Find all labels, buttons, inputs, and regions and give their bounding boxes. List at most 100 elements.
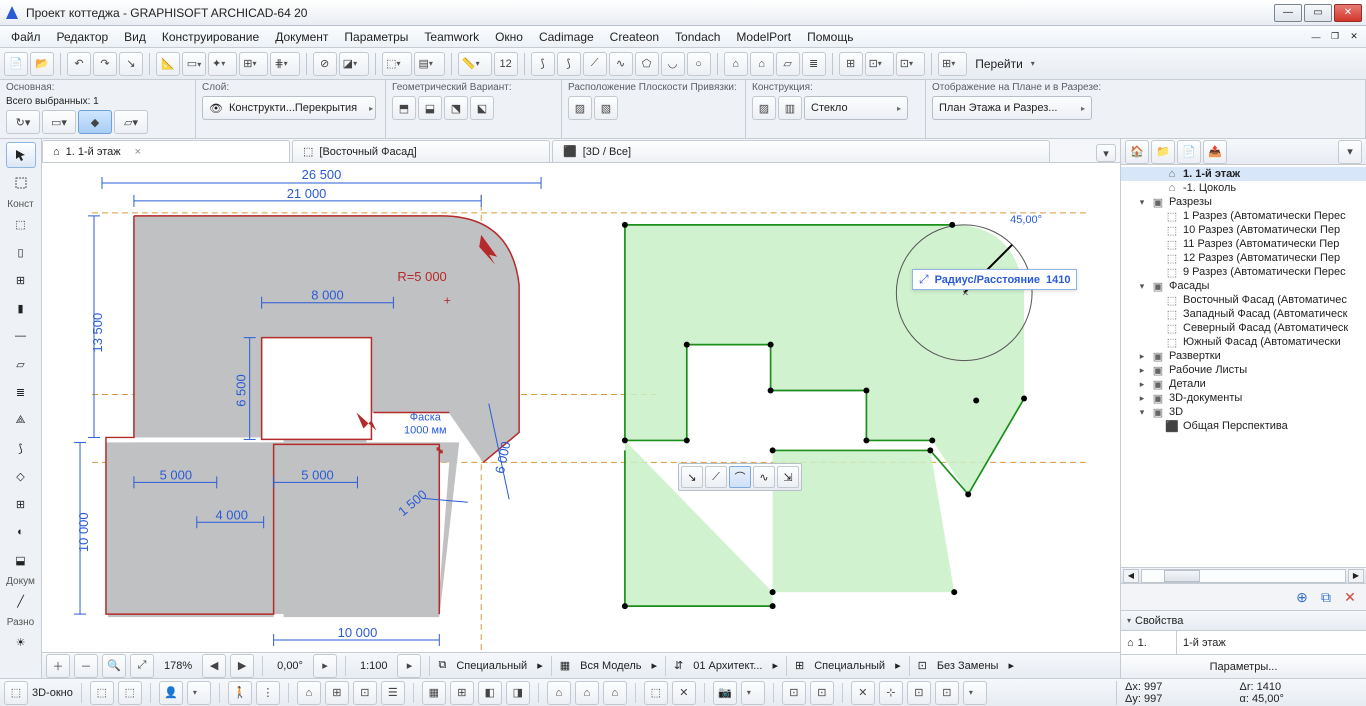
new-button[interactable]: 📄 <box>4 52 28 76</box>
window-close-button[interactable]: ✕ <box>1334 4 1362 22</box>
trace-button[interactable]: ◪▾ <box>339 52 369 76</box>
pick-button[interactable]: ↘ <box>119 52 143 76</box>
tree-row-2[interactable]: ▾▣Разрезы <box>1121 195 1366 209</box>
display-select[interactable]: План Этажа и Разрез...▸ <box>932 96 1092 120</box>
sel-type-button[interactable]: ◆ <box>78 110 112 134</box>
sb-cam2[interactable]: ▾ <box>741 681 765 705</box>
sb-15[interactable]: ⌂ <box>547 681 571 705</box>
scale-menu[interactable]: ▸ <box>397 654 421 678</box>
orientation-value[interactable]: 0,00° <box>271 658 309 674</box>
sb-18[interactable]: ⬚ <box>644 681 668 705</box>
window-tool[interactable]: ⊞ <box>6 267 36 293</box>
pet-curve-edge[interactable]: ⌒ <box>729 466 751 488</box>
menu-tondach[interactable]: Tondach <box>668 28 727 46</box>
doc-close-button[interactable]: ✕ <box>1346 30 1362 44</box>
stair-tool[interactable]: ≣ <box>6 379 36 405</box>
combo-reno[interactable]: Специальный <box>808 658 891 674</box>
view-tab-2[interactable]: ⬛[3D / Все] <box>552 140 1050 162</box>
nav-projmap-button[interactable]: 🏠 <box>1125 140 1149 164</box>
fill-button[interactable]: ⬠ <box>635 52 659 76</box>
tree-expand-icon[interactable]: ▸ <box>1137 365 1147 376</box>
menu-редактор[interactable]: Редактор <box>50 28 116 46</box>
layer-button[interactable]: ≣ <box>802 52 826 76</box>
sb-19[interactable]: ✕ <box>672 681 696 705</box>
pet-insert-node[interactable]: ⟋ <box>705 466 727 488</box>
door-tool[interactable]: ▯ <box>6 239 36 265</box>
menu-параметры[interactable]: Параметры <box>337 28 415 46</box>
sel-history-button[interactable]: ↻▾ <box>6 110 40 134</box>
tree-row-9[interactable]: ⬚Восточный Фасад (Автоматичес <box>1121 293 1366 307</box>
fit-button[interactable]: ⤢ <box>130 654 154 678</box>
nav-dup-button[interactable]: ⧉ <box>1316 587 1336 607</box>
sb-3[interactable]: 👤 <box>159 681 183 705</box>
nav-new-button[interactable]: ⊕ <box>1292 587 1312 607</box>
tree-row-12[interactable]: ⬚Южный Фасад (Автоматически <box>1121 335 1366 349</box>
menu-помощь[interactable]: Помощь <box>800 28 860 46</box>
nav-delete-button[interactable]: ✕ <box>1340 587 1360 607</box>
tree-row-11[interactable]: ⬚Северный Фасад (Автоматическ <box>1121 321 1366 335</box>
tree-row-7[interactable]: ⬚9 Разрез (Автоматически Перес <box>1121 265 1366 279</box>
doc-restore-button[interactable]: ❐ <box>1327 30 1343 44</box>
dim-button[interactable]: 12 <box>494 52 518 76</box>
scale-value[interactable]: 1:100 <box>354 658 394 674</box>
scroll-left-button[interactable]: ◀ <box>1123 569 1139 583</box>
combo-penset[interactable]: 01 Архитект... <box>687 658 768 674</box>
preview-button[interactable]: ⊡▾ <box>896 52 925 76</box>
menu-вид[interactable]: Вид <box>117 28 153 46</box>
tree-row-5[interactable]: ⬚11 Разрез (Автоматически Пер <box>1121 237 1366 251</box>
morph-tool[interactable]: ◐ <box>6 519 36 545</box>
scroll-right-button[interactable]: ▶ <box>1348 569 1364 583</box>
zoom-in-button[interactable]: ＋ <box>46 654 70 678</box>
nav-menu-button[interactable]: ▾ <box>1338 140 1362 164</box>
tree-row-6[interactable]: ⬚12 Разрез (Автоматически Пер <box>1121 251 1366 265</box>
geom-1-button[interactable]: ⬒ <box>392 96 416 120</box>
menu-документ[interactable]: Документ <box>268 28 335 46</box>
tree-expand-icon[interactable]: ▾ <box>1137 281 1147 292</box>
lamp-tool[interactable]: ☀ <box>6 629 36 655</box>
combo-layercomb[interactable]: Специальный <box>450 658 533 674</box>
window-maximize-button[interactable]: ▭ <box>1304 4 1332 22</box>
goto-label[interactable]: Перейти <box>969 55 1029 73</box>
polyline-button[interactable]: ⟋ <box>583 52 607 76</box>
sb-9[interactable]: ⊡ <box>353 681 377 705</box>
construction-select[interactable]: Стекло▸ <box>804 96 908 120</box>
ruler-button[interactable]: 📏▾ <box>458 52 492 76</box>
sb-26[interactable]: ▾ <box>963 681 987 705</box>
sb-2[interactable]: ⬚ <box>118 681 142 705</box>
curve2-button[interactable]: ⟆ <box>557 52 581 76</box>
slab-button[interactable]: ▱ <box>776 52 800 76</box>
menu-окно[interactable]: Окно <box>488 28 530 46</box>
sb-5[interactable]: 🚶 <box>228 681 252 705</box>
navigator-button[interactable]: ⊞ <box>839 52 863 76</box>
sb-8[interactable]: ⊞ <box>325 681 349 705</box>
pan-button[interactable]: 🔍 <box>102 654 126 678</box>
shell-tool[interactable]: ⟆ <box>6 435 36 461</box>
combo-mvo[interactable]: Вся Модель <box>574 658 647 674</box>
slab-tool[interactable]: ▱ <box>6 351 36 377</box>
geom-4-button[interactable]: ⬕ <box>470 96 494 120</box>
measure-button[interactable]: 📐 <box>156 52 180 76</box>
zoom-prev[interactable]: ◀ <box>202 654 226 678</box>
constr-mode-1[interactable]: ▨ <box>752 96 776 120</box>
sb-25[interactable]: ⊡ <box>935 681 959 705</box>
sb-22[interactable]: ✕ <box>851 681 875 705</box>
sb-1[interactable]: ⬚ <box>90 681 114 705</box>
plane-2-button[interactable]: ▧ <box>594 96 618 120</box>
navigator-hscrollbar[interactable]: ◀ ▶ <box>1121 567 1366 583</box>
zoom-out-button[interactable]: － <box>74 654 98 678</box>
wall-button[interactable]: ⌂ <box>724 52 748 76</box>
tree-row-3[interactable]: ⬚1 Разрез (Автоматически Перес <box>1121 209 1366 223</box>
sb-17[interactable]: ⌂ <box>603 681 627 705</box>
sb-23[interactable]: ⊹ <box>879 681 903 705</box>
zoom-next[interactable]: ▶ <box>230 654 254 678</box>
tab-list-button[interactable]: ▾ <box>1096 144 1116 162</box>
3d-window-button[interactable]: ⬚ <box>4 681 28 705</box>
menu-teamwork[interactable]: Teamwork <box>417 28 486 46</box>
nav-layout-button[interactable]: 📄 <box>1177 140 1201 164</box>
skylight-tool[interactable]: ◇ <box>6 463 36 489</box>
orient-menu[interactable]: ▸ <box>313 654 337 678</box>
geom-2-button[interactable]: ⬓ <box>418 96 442 120</box>
combo-override[interactable]: Без Замены <box>931 658 1005 674</box>
view-name-cell[interactable]: 1-й этаж <box>1177 631 1366 654</box>
window-button[interactable]: ⊞▾ <box>938 52 967 76</box>
